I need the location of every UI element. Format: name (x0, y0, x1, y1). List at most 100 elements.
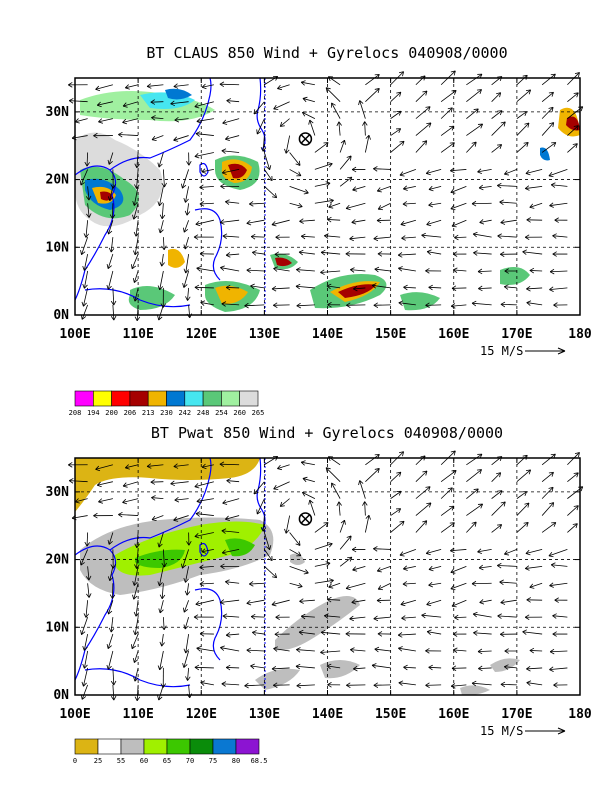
wind-vector (365, 468, 380, 482)
wind-vector (504, 549, 518, 556)
wind-vector (504, 648, 517, 654)
wind-vector (264, 549, 273, 562)
wind-vector (296, 302, 315, 309)
wind-vector (183, 237, 190, 250)
wind-vector (529, 267, 543, 274)
wind-vector (302, 476, 315, 483)
wind-vector (195, 599, 214, 607)
wind-vector (194, 101, 214, 109)
wind-vector (225, 579, 240, 585)
x-tick-label: 130E (249, 327, 280, 342)
wind-vector (106, 650, 114, 670)
wind-vector (516, 141, 529, 153)
wind-vector (301, 111, 316, 119)
wind-vector (516, 111, 528, 119)
wind-vector (296, 682, 315, 689)
wind-vector (549, 202, 568, 208)
wind-vector (151, 135, 164, 142)
wind-vector (296, 647, 315, 653)
wind-vector (184, 583, 191, 596)
p2-pwat-gray-6 (460, 685, 490, 695)
wind-vector (554, 597, 568, 603)
wind-vector (478, 564, 492, 571)
wind-vector (279, 118, 290, 127)
wind-vector (174, 117, 189, 123)
colorbar-label: 206 (124, 409, 137, 417)
wind-vector (220, 183, 240, 190)
wind-vector (452, 267, 467, 273)
wind-vector (440, 107, 453, 119)
wind-vector (225, 664, 240, 671)
wind-vector (193, 234, 214, 240)
wind-vector (345, 202, 366, 211)
wind-vector (499, 631, 517, 637)
wind-vector (401, 235, 416, 241)
panel2-colorbar: 0 25 55 60 65 70 75 80 68.5 (73, 738, 267, 765)
wind-vector (256, 498, 265, 515)
wind-vector (173, 515, 189, 522)
wind-vector (298, 249, 315, 256)
p1-cloud-blue-ne (540, 147, 550, 161)
wind-vector (491, 92, 502, 102)
wind-vector (398, 646, 416, 652)
wind-vector (451, 219, 467, 228)
wind-vector (68, 462, 88, 468)
wind-vector (199, 564, 214, 570)
wind-vector (194, 152, 214, 159)
colorbar-label: 208 (69, 409, 82, 417)
wind-vector (106, 220, 114, 235)
wind-vector (300, 460, 315, 466)
colorbar-swatch (166, 738, 191, 755)
wind-vector (221, 148, 240, 154)
wind-vector (246, 647, 265, 654)
colorbar-swatch (221, 390, 240, 407)
wind-vector (402, 201, 416, 207)
x-tick-label: 130E (249, 707, 280, 722)
wind-vector (549, 286, 568, 292)
wind-vector (377, 631, 391, 637)
wind-vector (376, 597, 391, 604)
wind-vector (403, 565, 416, 571)
wind-vector (516, 122, 530, 136)
wind-vector (253, 481, 265, 495)
wind-vector (184, 203, 191, 216)
wind-vector (183, 633, 190, 654)
wind-vector (339, 176, 353, 187)
wind-vector (373, 615, 391, 622)
wind-vector (353, 665, 366, 672)
wind-vector (170, 100, 189, 107)
p1-ref-label: 15 M/S (480, 344, 523, 358)
colorbar-label: 55 (117, 757, 125, 765)
wind-vector (250, 233, 265, 240)
wind-vector (516, 89, 532, 103)
wind-vector (526, 217, 543, 223)
wind-vector (549, 268, 568, 275)
x-tick-label: 100E (59, 707, 90, 722)
wind-vector (80, 236, 89, 256)
wind-vector (110, 287, 117, 306)
wind-vector (86, 583, 92, 598)
wind-vector (200, 300, 214, 306)
x-tick-label: 180 (568, 707, 592, 722)
panel1-colorbar: 208 194 200 206 213 230 242 248 254 260 265 (69, 390, 264, 417)
wind-vector (350, 267, 366, 273)
wind-vector (351, 166, 366, 173)
y-tick-label: 10N (46, 620, 70, 635)
wind-vector (79, 169, 88, 186)
wind-vector (220, 265, 240, 272)
wind-vector (466, 89, 482, 103)
wind-vector (425, 549, 442, 556)
wind-vector (529, 647, 543, 654)
wind-vector (473, 250, 492, 256)
wind-vector (339, 155, 352, 170)
p2-pwat-low (75, 458, 260, 512)
wind-vector (314, 162, 333, 170)
wind-vector (157, 532, 164, 548)
wind-vector (351, 219, 366, 225)
colorbar-label: 213 (142, 409, 155, 417)
wind-vector (403, 284, 416, 291)
wind-vector (390, 520, 405, 533)
wind-vector (82, 633, 89, 651)
wind-vector (302, 96, 315, 103)
colorbar-swatch (166, 390, 186, 407)
